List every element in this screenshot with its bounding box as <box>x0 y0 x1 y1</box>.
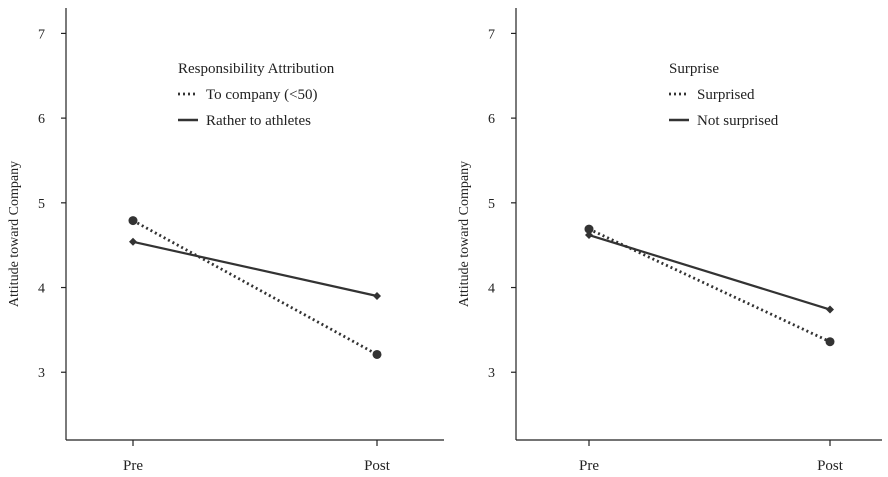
y-axis-title: Attitude toward Company <box>7 161 22 307</box>
series-line-0 <box>588 227 831 344</box>
legend-title: Surprise <box>669 61 719 77</box>
series-line-1 <box>588 233 831 311</box>
series-line-1 <box>132 240 378 298</box>
x-tick-label: Pre <box>579 458 599 474</box>
x-tick-label: Post <box>817 458 844 474</box>
data-point <box>825 337 835 347</box>
x-tick-label: Pre <box>123 458 143 474</box>
y-tick-label: 6 <box>38 112 45 127</box>
y-tick-label: 5 <box>488 197 495 212</box>
y-tick-label: 3 <box>488 366 495 381</box>
y-tick-label: 7 <box>488 27 495 42</box>
data-point <box>826 305 834 314</box>
y-tick-label: 4 <box>488 282 495 297</box>
y-tick-label: 3 <box>38 366 45 381</box>
data-point <box>585 231 593 240</box>
data-point <box>128 216 138 226</box>
series-line-0 <box>132 219 378 356</box>
data-point <box>584 224 594 234</box>
data-point <box>129 237 137 246</box>
data-point <box>373 292 381 300</box>
legend-label: To company (<50) <box>206 87 318 103</box>
y-tick-label: 5 <box>38 197 45 212</box>
legend-label: Not surprised <box>697 113 779 129</box>
y-tick-label: 6 <box>488 112 495 127</box>
y-tick-label: 7 <box>38 27 45 42</box>
data-point <box>372 349 382 359</box>
y-tick-label: 4 <box>38 282 45 297</box>
y-axis-title: Attitude toward Company <box>457 161 472 307</box>
legend-label: Surprised <box>697 87 755 103</box>
legend-title: Responsibility Attribution <box>178 61 335 77</box>
legend-label: Rather to athletes <box>206 113 311 129</box>
x-tick-label: Post <box>364 458 391 474</box>
